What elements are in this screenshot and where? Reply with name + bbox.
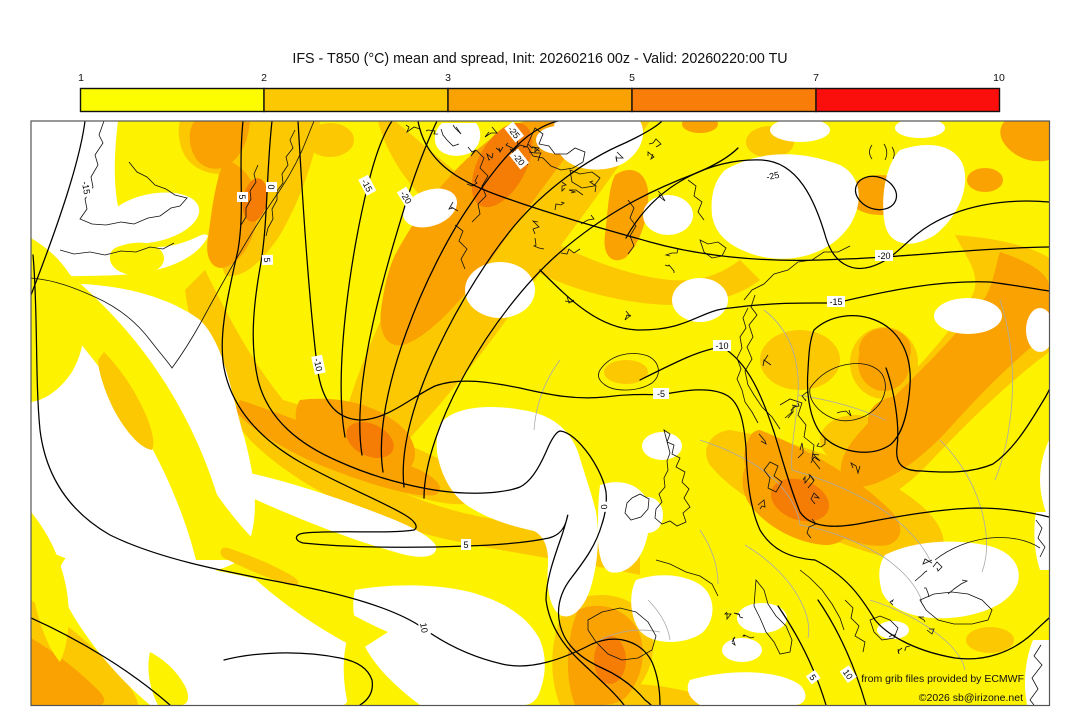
- svg-text:10: 10: [841, 667, 855, 681]
- svg-text:5: 5: [807, 673, 818, 683]
- svg-text:0: 0: [266, 184, 276, 189]
- svg-text:1: 1: [78, 72, 84, 84]
- svg-text:©2026 sb@irizone.net: ©2026 sb@irizone.net: [919, 692, 1023, 704]
- svg-text:-10: -10: [715, 341, 728, 351]
- svg-text:5: 5: [463, 540, 468, 550]
- svg-text:3: 3: [445, 72, 451, 84]
- svg-text:0: 0: [599, 504, 609, 510]
- svg-text:5: 5: [262, 257, 272, 262]
- svg-text:-10: -10: [312, 357, 324, 372]
- svg-text:-15: -15: [829, 297, 842, 307]
- svg-text:-25: -25: [765, 170, 780, 182]
- svg-text:10: 10: [418, 622, 430, 634]
- svg-text:5: 5: [237, 194, 247, 199]
- svg-text:7: 7: [813, 72, 819, 84]
- svg-text:5: 5: [629, 72, 635, 84]
- svg-text:-15: -15: [80, 181, 92, 196]
- svg-text:2: 2: [261, 72, 267, 84]
- svg-text:-20: -20: [877, 251, 890, 261]
- svg-text:-5: -5: [657, 389, 665, 399]
- svg-text:10: 10: [993, 72, 1005, 84]
- svg-text:from grib files provided by EC: from grib files provided by ECMWF: [861, 673, 1024, 685]
